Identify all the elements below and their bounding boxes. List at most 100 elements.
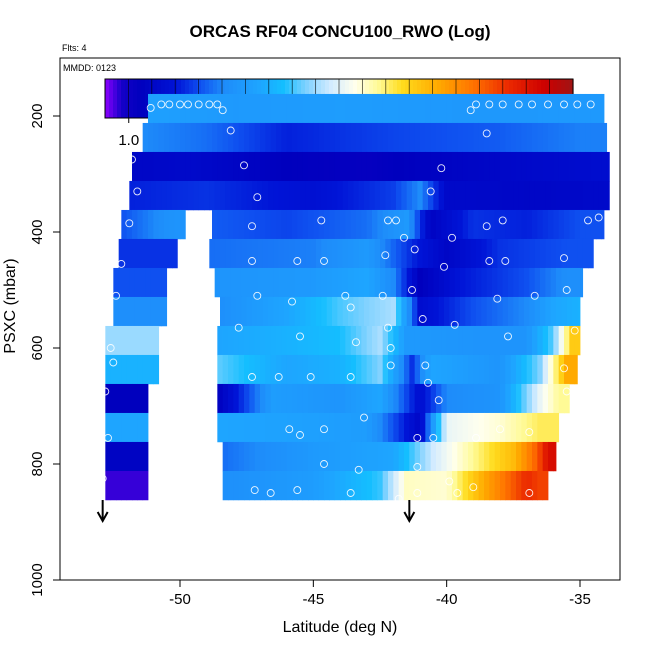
sample-point (418, 315, 427, 323)
heatmap-cell (494, 325, 501, 356)
heatmap-cell (340, 441, 346, 472)
heatmap-cell (369, 296, 376, 327)
heatmap-cell (473, 383, 480, 414)
heatmap-cell (462, 470, 469, 501)
heatmap-cell (270, 151, 277, 182)
heatmap-cell (465, 180, 472, 211)
heatmap-cell (276, 122, 282, 153)
heatmap-cell (294, 296, 301, 327)
heatmap-cell (356, 151, 362, 182)
heatmap-cell (577, 180, 584, 211)
heatmap-cell (430, 151, 437, 182)
heatmap-cell (342, 180, 349, 211)
heatmap-cell (254, 325, 261, 356)
sample-point (469, 483, 478, 492)
heatmap-cell (446, 209, 453, 240)
heatmap-cell (302, 441, 309, 472)
heatmap-cell (308, 470, 314, 501)
heatmap-cell (473, 441, 480, 472)
heatmap-cell (462, 122, 469, 153)
heatmap-cell (566, 267, 573, 298)
heatmap-cell (470, 238, 477, 269)
heatmap-cell (377, 209, 384, 240)
heatmap-cell (217, 151, 224, 182)
heatmap-cell (428, 238, 434, 269)
heatmap-cell (510, 325, 517, 356)
heatmap-cell (454, 238, 461, 269)
heatmap-cell (270, 122, 277, 153)
heatmap-cell (329, 151, 336, 182)
heatmap-cell (372, 383, 378, 414)
heatmap-cell (558, 354, 565, 385)
heatmap-cell (361, 122, 368, 153)
heatmap-cell (156, 180, 162, 211)
heatmap-cell (508, 238, 514, 269)
sample-point (146, 103, 155, 112)
heatmap-cell (286, 412, 293, 443)
y-tick-label: 600 (29, 335, 46, 360)
heatmap-cell (516, 441, 522, 472)
heatmap-cell (262, 296, 269, 327)
heatmap-cell (430, 412, 437, 443)
colorbar-strip (137, 79, 142, 118)
heatmap-cell (537, 325, 544, 356)
heatmap-cell (372, 122, 378, 153)
heatmap-cell (340, 354, 346, 385)
heatmap-cell (505, 441, 512, 472)
heatmap-cell (262, 267, 269, 298)
heatmap-cell (318, 209, 325, 240)
heatmap-cell (217, 93, 224, 124)
heatmap-cell (414, 151, 421, 182)
heatmap-cell (345, 122, 352, 153)
heatmap-cell (588, 238, 594, 269)
heatmap-cell (382, 354, 389, 385)
sample-point (410, 245, 419, 254)
heatmap-cell (318, 470, 325, 501)
heatmap-cell (313, 354, 320, 385)
heatmap-cell (454, 180, 461, 211)
heatmap-cell (110, 354, 117, 385)
sample-point (400, 233, 408, 242)
heatmap-cell (164, 209, 170, 240)
heatmap-cell (241, 296, 248, 327)
heatmap-cell (516, 122, 522, 153)
heatmap-cell (524, 238, 530, 269)
heatmap-cell (313, 441, 320, 472)
heatmap-cell (497, 180, 504, 211)
x-tick-label: -45 (302, 591, 324, 608)
heatmap-cell (492, 267, 498, 298)
heatmap-cell (105, 325, 112, 356)
heatmap-cell (233, 441, 240, 472)
heatmap-cell (316, 238, 322, 269)
heatmap-cell (241, 238, 248, 269)
colorbar-strip (113, 79, 118, 118)
heatmap-cell (489, 354, 496, 385)
heatmap-cell (350, 122, 357, 153)
heatmap-cell (462, 93, 469, 124)
sample-point (421, 361, 430, 370)
heatmap-cell (292, 93, 298, 124)
heatmap-cell (140, 180, 146, 211)
heatmap-cell (537, 470, 544, 501)
heatmap-cell (404, 122, 410, 153)
heatmap-cell (502, 180, 509, 211)
heatmap-cell (577, 267, 584, 298)
heatmap-cell (265, 209, 272, 240)
heatmap-cell (334, 441, 341, 472)
heatmap-cell (500, 122, 506, 153)
sample-point (450, 320, 459, 329)
heatmap-cell (292, 354, 298, 385)
heatmap-cell (334, 122, 341, 153)
heatmap-cell (345, 209, 352, 240)
heatmap-cell (212, 93, 218, 124)
heatmap-cell (396, 296, 402, 327)
heatmap-cell (265, 151, 272, 182)
heatmap-cell (345, 412, 352, 443)
heatmap-cell (404, 93, 410, 124)
heatmap-cell (305, 180, 312, 211)
heatmap-cell (262, 180, 269, 211)
plot-frame (59, 57, 621, 581)
heatmap-cell (540, 180, 546, 211)
sample-point (584, 216, 592, 225)
heatmap-cell (425, 354, 432, 385)
